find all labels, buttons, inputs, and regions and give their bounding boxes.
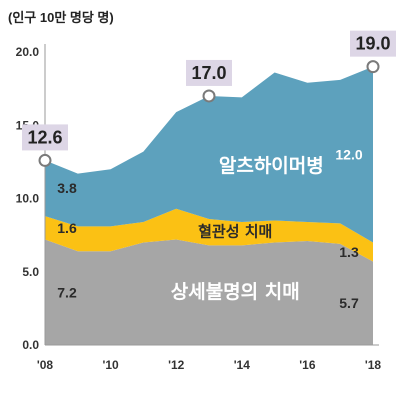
total-box <box>186 59 232 86</box>
y-tick-label: 5.0 <box>22 265 39 279</box>
value-label: 1.3 <box>339 244 359 260</box>
value-label: 5.7 <box>339 295 359 311</box>
x-tick-label: '16 <box>299 358 316 372</box>
area-alzheimers <box>45 66 373 243</box>
x-tick-label: '10 <box>102 358 119 372</box>
unit-label: (인구 10만 명당 명) <box>8 10 114 25</box>
area-unspecified-dementia <box>45 239 373 345</box>
total-point <box>38 153 52 167</box>
y-tick-label: 20.0 <box>16 45 40 59</box>
total-value: 17.0 <box>191 63 226 83</box>
series-label-vascular-dementia: 혈관성 치매 <box>198 223 272 241</box>
total-box <box>22 124 68 151</box>
x-tick-label: '18 <box>365 358 382 372</box>
total-marker: 12.6 <box>22 124 68 167</box>
total-value: 19.0 <box>355 34 390 54</box>
x-tick-label: '12 <box>168 358 185 372</box>
total-point <box>366 60 380 74</box>
area-vascular-dementia <box>45 208 373 262</box>
total-marker: 19.0 <box>350 30 396 74</box>
total-value: 12.6 <box>27 127 62 147</box>
value-label: 12.0 <box>335 147 362 163</box>
series-label-unspecified-dementia: 상세불명의 치매 <box>171 281 300 303</box>
x-tick-label: '08 <box>37 358 54 372</box>
value-label: 1.6 <box>57 220 77 236</box>
total-box <box>350 30 396 57</box>
series-label-alzheimers: 알츠하이머병 <box>219 155 324 177</box>
total-marker: 17.0 <box>186 59 232 103</box>
y-tick-label: 10.0 <box>16 192 40 206</box>
total-point <box>202 89 216 103</box>
value-label: 7.2 <box>57 284 77 300</box>
y-tick-label: 0.0 <box>22 338 39 352</box>
x-tick-label: '14 <box>234 358 251 372</box>
value-label: 3.8 <box>57 180 77 196</box>
